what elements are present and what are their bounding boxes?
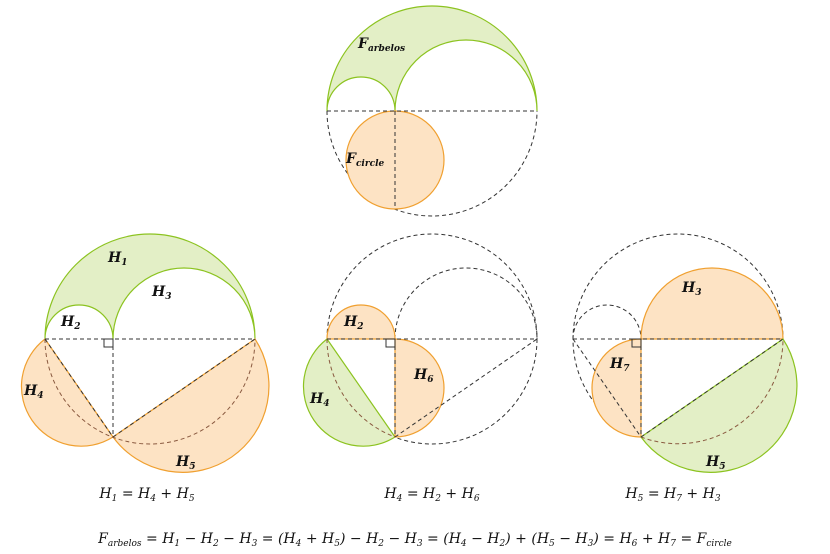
label-right-h7: H7​ [609, 356, 630, 374]
label-top-fcircle: Fcircle​ [345, 151, 384, 169]
label-left-h2: H2​ [60, 314, 81, 332]
right-angle-mark [631, 338, 642, 348]
h7-region [591, 338, 642, 438]
arbelos-region [326, 5, 538, 112]
chord-left [44, 338, 114, 438]
h5-region [112, 338, 270, 473]
h2-region [326, 304, 396, 340]
label-middle-h2: H2​ [343, 314, 364, 332]
big-circle-lower-arc [326, 110, 538, 217]
chord-left [572, 338, 642, 438]
chord-right [112, 338, 256, 438]
right-angle-mark [385, 338, 396, 348]
label-middle-h4: H4​ [309, 391, 330, 409]
middle-figure [302, 233, 538, 447]
equation-1: H1​ = H4​ + H5​ [98, 486, 194, 504]
label-left-h4: H4​ [23, 383, 44, 401]
h3-region [640, 267, 784, 340]
left-figure [20, 233, 270, 473]
h5-region [640, 338, 798, 473]
label-right-h5: H5​ [705, 454, 726, 472]
chord-right [394, 338, 538, 438]
equation-4: Farbelos​ = H1​ − H2​ − H3​ = (H4​ + H5​… [97, 531, 732, 549]
h1-region [44, 233, 256, 340]
equation-3: H5​ = H7​ + H3​ [624, 486, 720, 504]
h4-region [302, 338, 396, 447]
right-angle-mark [103, 338, 114, 348]
h3-arc [394, 267, 538, 340]
label-left-h3: H3​ [151, 284, 172, 302]
chord-right [640, 338, 784, 438]
label-right-h3: H3​ [681, 280, 702, 298]
equations: H1​ = H4​ + H5​ H4​ = H2​ + H6​ H5​ = H7​ … [97, 486, 732, 549]
h4-region [20, 338, 114, 447]
top-figure [326, 5, 538, 217]
h2-arc [572, 304, 642, 340]
label-top-farbelos: Farbelos​ [357, 36, 405, 54]
big-circle-lower-arc [44, 338, 256, 445]
label-middle-h6: H6​ [413, 367, 434, 385]
region-labels: Farbelos​ Fcircle​ H1​ H3​ H2​ H4​ H5​ H2​ H6​ H4… [23, 36, 726, 472]
big-circle-lower-arc [326, 338, 396, 438]
right-figure [572, 233, 798, 473]
label-left-h5: H5​ [175, 454, 196, 472]
equation-2: H4​ = H2​ + H6​ [383, 486, 479, 504]
h6-region [394, 338, 445, 438]
big-circle-lower-arc [640, 338, 784, 445]
label-left-h1: H1​ [107, 250, 128, 268]
